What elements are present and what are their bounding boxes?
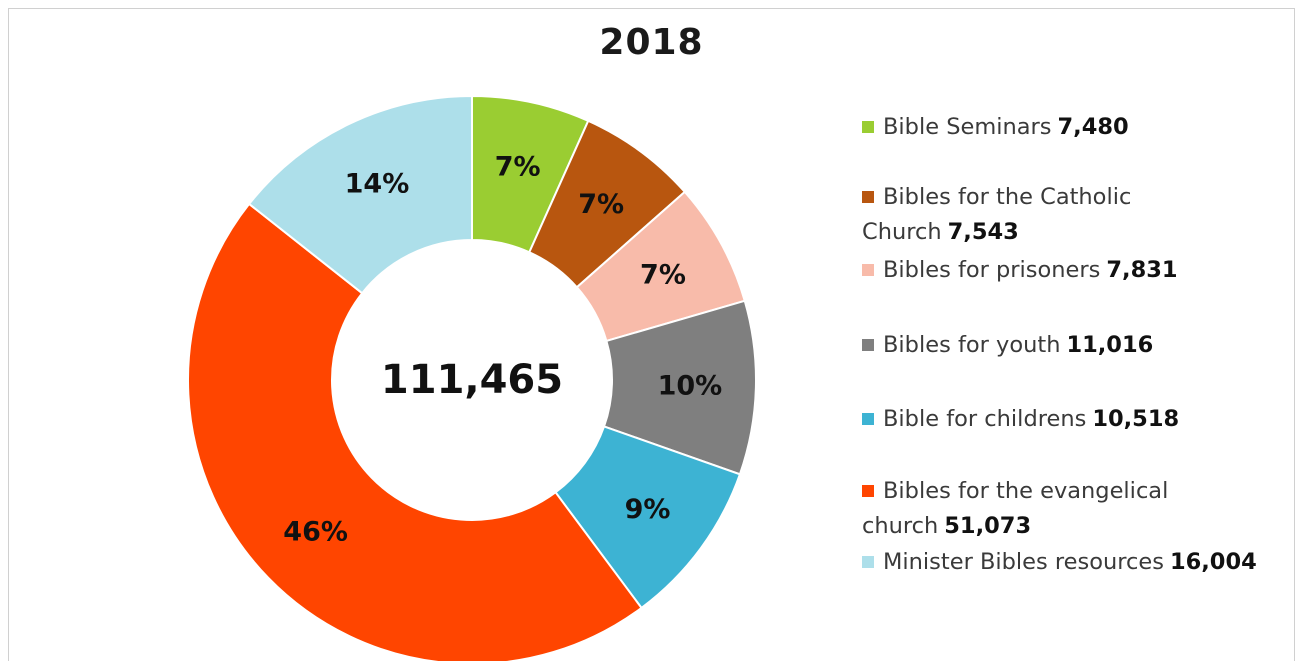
legend-swatch [862,121,874,133]
slice-percent-label: 14% [345,168,410,199]
legend-item-childrens: Bible for childrens 10,518 [862,402,1282,437]
slice-percent-label: 46% [283,516,348,547]
legend-swatch [862,413,874,425]
legend-label: Bible for childrens [883,406,1087,432]
legend-item-evangelical-church: Bibles for the evangelical church 51,073 [862,474,1222,544]
legend-value: 7,543 [947,219,1019,245]
legend-value: 10,518 [1092,406,1180,432]
legend-label: Minister Bibles resources [883,549,1164,575]
chart-title: 2018 [599,22,704,63]
legend-value: 7,831 [1106,257,1178,283]
legend-item-catholic-church: Bibles for the Catholic Church 7,543 [862,180,1182,250]
legend-label: Bibles for prisoners [883,257,1101,283]
legend-value: 11,016 [1066,332,1154,358]
slice-percent-label: 10% [658,371,723,402]
slice-percent-label: 9% [625,494,671,525]
legend-swatch [862,191,874,203]
legend-label: Bibles for the Catholic Church [862,184,1132,245]
slice-percent-label: 7% [495,151,541,182]
legend-value: 16,004 [1169,549,1257,575]
donut-center-total: 111,465 [381,357,563,403]
legend-item-youth: Bibles for youth 11,016 [862,328,1282,363]
legend-value: 7,480 [1057,114,1129,140]
legend-value: 51,073 [944,513,1032,539]
legend-item-bible-seminars: Bible Seminars 7,480 [862,110,1282,145]
legend-label: Bibles for the evangelical church [862,478,1169,539]
legend-swatch [862,556,874,568]
legend-swatch [862,339,874,351]
slice-percent-label: 7% [640,259,686,290]
legend-item-prisoners: Bibles for prisoners 7,831 [862,253,1282,288]
legend-label: Bible Seminars [883,114,1052,140]
donut-slice-bibles-for-the-evangelical-church [187,202,643,661]
donut-slice-minister-bibles-resources [247,94,473,295]
legend-swatch [862,264,874,276]
legend-item-minister-resources: Minister Bibles resources 16,004 [862,545,1282,580]
legend-label: Bibles for youth [883,332,1061,358]
legend-swatch [862,485,874,497]
slice-percent-label: 7% [578,189,624,220]
